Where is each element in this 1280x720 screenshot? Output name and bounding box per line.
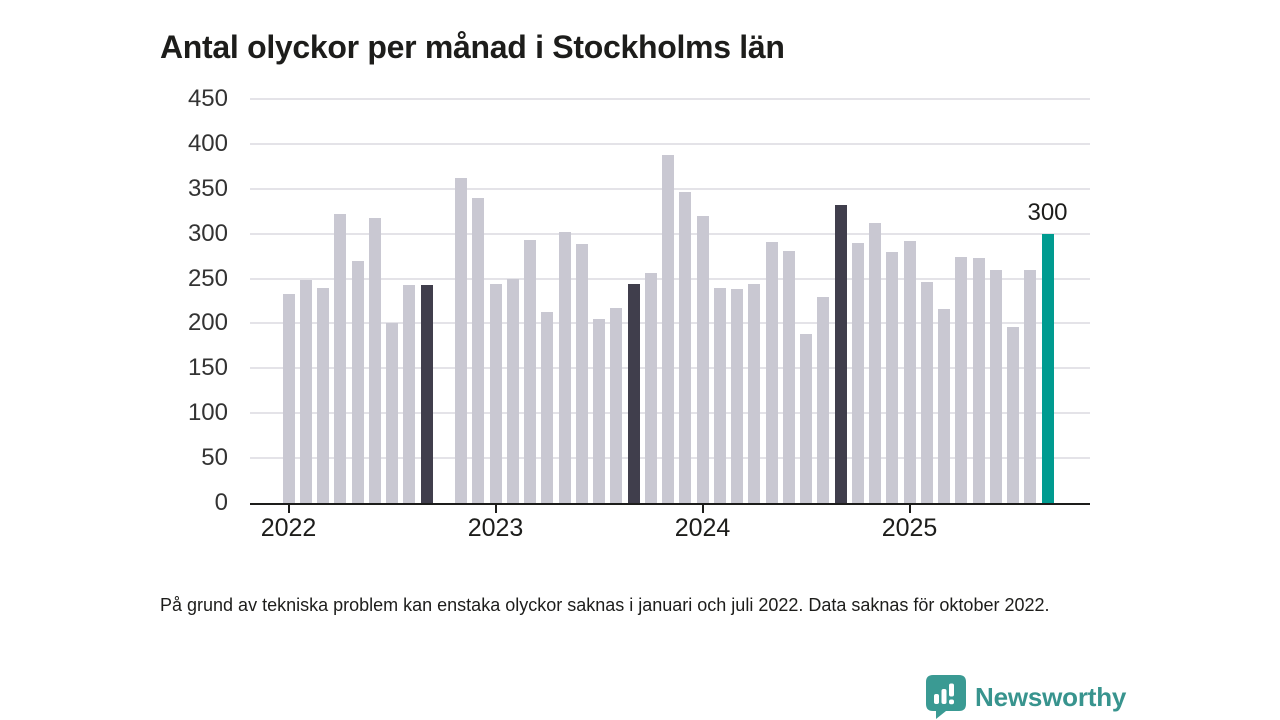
- bar-2022-11: [455, 178, 467, 503]
- plot-area: [250, 98, 1090, 505]
- bar-2024-11: [869, 223, 881, 503]
- y-axis-label: 400: [187, 129, 228, 157]
- y-axis-label: 100: [187, 399, 228, 427]
- bar-2024-02: [713, 288, 726, 503]
- bar-2025-01: [903, 241, 916, 503]
- bar-2022-07: [386, 323, 398, 503]
- bar-2024-12: [886, 252, 899, 503]
- gridline: [250, 98, 1090, 100]
- bar-2025-07: [1007, 327, 1019, 503]
- bar-2023-12: [679, 192, 692, 503]
- bar-2024-07: [800, 334, 812, 503]
- x-axis-tick: [287, 505, 290, 513]
- bar-2023-03: [524, 240, 536, 503]
- y-axis-label: 450: [187, 85, 228, 112]
- bar-2024-03: [731, 289, 743, 503]
- bar-2025-08: [1024, 270, 1037, 503]
- y-axis-label: 350: [187, 174, 228, 202]
- bar-2023-07: [593, 319, 605, 503]
- bar-2024-01: [696, 216, 709, 503]
- bar-2022-08: [403, 285, 416, 503]
- x-axis-tick: [908, 505, 911, 513]
- y-axis-label: 200: [187, 309, 228, 337]
- bar-2025-03: [938, 309, 950, 503]
- y-axis-label: 300: [187, 219, 228, 247]
- bar-2022-09: [420, 285, 433, 503]
- bar-2023-10: [644, 273, 657, 503]
- bar-2022-06: [368, 218, 381, 503]
- bar-2025-02: [920, 282, 933, 503]
- x-axis-label-2024: 2024: [674, 514, 731, 542]
- bar-2025-05: [972, 258, 985, 503]
- bar-2025-04: [955, 257, 968, 503]
- x-axis-label-2022: 2022: [260, 514, 317, 542]
- chart-footnote: På grund av tekniska problem kan enstaka…: [160, 595, 1050, 615]
- chart-title: Antal olyckor per månad i Stockholms län: [160, 29, 785, 66]
- y-axis-label: 50: [201, 444, 228, 472]
- latest-value-label: 300: [1027, 198, 1068, 226]
- bar-2023-08: [610, 308, 623, 503]
- bar-2023-05: [558, 232, 571, 503]
- bar-2024-10: [851, 243, 864, 503]
- bar-2025-06: [989, 270, 1002, 503]
- newsworthy-logo: Newsworthy: [926, 674, 1126, 720]
- y-axis-label: 0: [214, 489, 228, 516]
- bar-2023-02: [506, 279, 519, 503]
- bar-2023-01: [489, 284, 502, 503]
- bar-2024-05: [765, 242, 778, 503]
- bar-2023-09: [627, 284, 640, 503]
- bar-2022-02: [299, 280, 312, 503]
- bar-2022-01: [282, 294, 295, 503]
- bar-2023-04: [541, 312, 554, 503]
- gridline: [250, 142, 1090, 145]
- bar-2024-08: [817, 297, 830, 503]
- bar-2024-06: [782, 251, 795, 503]
- y-axis-label: 150: [187, 354, 228, 382]
- bar-2024-04: [748, 284, 761, 503]
- x-axis-label-2023: 2023: [467, 514, 524, 542]
- bar-2025-09: [1041, 234, 1054, 503]
- x-axis-tick: [701, 505, 704, 513]
- x-axis-label-2025: 2025: [881, 514, 938, 542]
- x-axis-tick: [494, 505, 497, 513]
- bar-2022-12: [472, 198, 485, 503]
- bar-2024-09: [834, 205, 847, 503]
- bar-2023-11: [662, 155, 674, 503]
- bar-2023-06: [575, 244, 588, 503]
- bar-2022-03: [317, 288, 329, 503]
- bar-2022-05: [351, 261, 364, 503]
- newsworthy-wordmark: Newsworthy: [975, 681, 1127, 712]
- newsworthy-bubble-chart-icon: [926, 675, 966, 719]
- bar-2022-04: [334, 214, 347, 503]
- y-axis-label: 250: [187, 264, 228, 292]
